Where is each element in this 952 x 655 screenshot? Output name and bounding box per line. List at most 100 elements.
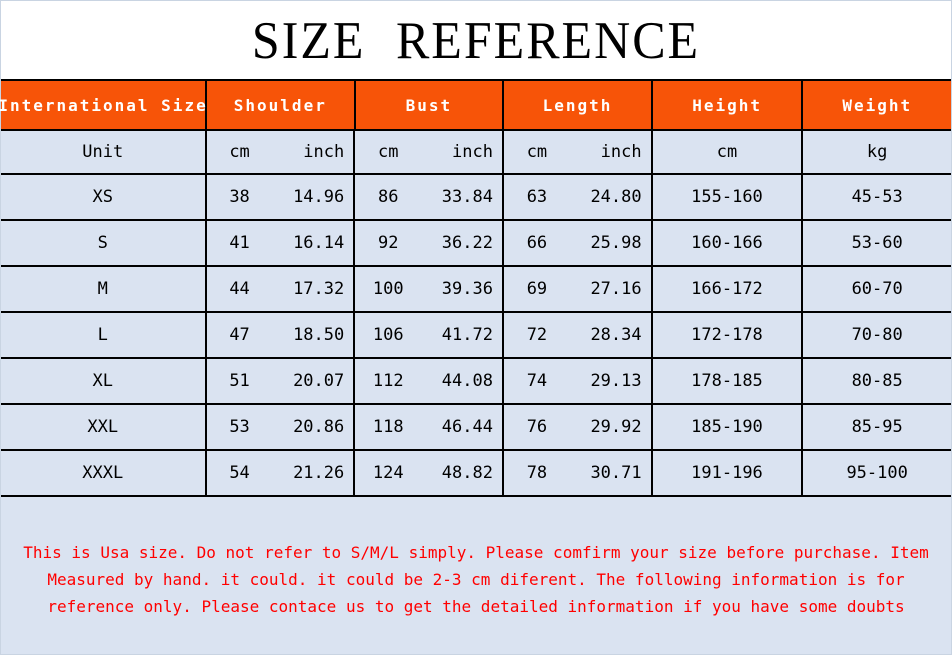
bust-cell: 86 33.84 xyxy=(355,175,504,219)
size-cell: XXXL xyxy=(1,451,207,495)
bust-cell: 100 39.36 xyxy=(355,267,504,311)
length-inch-value: 28.34 xyxy=(590,325,642,345)
page-title: SIZE REFERENCE xyxy=(251,10,701,70)
length-inch-value: 29.13 xyxy=(590,371,642,391)
title-band: SIZE REFERENCE xyxy=(1,1,951,79)
shoulder-cm-value: 51 xyxy=(229,371,250,391)
size-cell: XS xyxy=(1,175,207,219)
size-cell: M xyxy=(1,267,207,311)
length-cell: 72 28.34 xyxy=(503,313,653,357)
bust-cell: 92 36.22 xyxy=(355,221,504,265)
height-cell: 178-185 xyxy=(652,359,804,403)
bust-inch-value: 41.72 xyxy=(441,325,493,345)
size-cell: XL xyxy=(1,359,207,403)
shoulder-inch-value: 17.32 xyxy=(293,279,345,299)
length-cm-value: 69 xyxy=(526,279,548,299)
shoulder-cell: 54 21.26 xyxy=(206,451,356,495)
shoulder-cm-value: 38 xyxy=(229,187,250,207)
header-cell-bust: Bust xyxy=(355,81,505,129)
bust-cm-value: 100 xyxy=(372,279,404,299)
note-line: Measured by hand. it could. it could be … xyxy=(47,570,905,589)
length-cm-value: 74 xyxy=(526,371,548,391)
shoulder-inch-value: 20.86 xyxy=(293,417,345,437)
bust-inch-value: 36.22 xyxy=(441,233,493,253)
shoulder-inch-value: 21.26 xyxy=(293,463,345,483)
table-row: XXL 53 20.86 118 46.44 76 29.92 185-190 85-95 xyxy=(1,405,951,451)
height-cell: 155-160 xyxy=(652,175,804,219)
length-inch-value: 25.98 xyxy=(590,233,642,253)
height-cell: 160-166 xyxy=(652,221,804,265)
shoulder-cm-value: 53 xyxy=(229,417,250,437)
size-cell: L xyxy=(1,313,207,357)
length-cell: 66 25.98 xyxy=(503,221,653,265)
table-row: XXXL 54 21.26 124 48.82 78 30.71 191-196 95-100 xyxy=(1,451,951,497)
weight-cell: 45-53 xyxy=(803,175,951,219)
shoulder-cm-value: cm xyxy=(229,142,250,162)
length-inch-value: 30.71 xyxy=(590,463,642,483)
bust-cell: cm inch xyxy=(355,131,504,173)
shoulder-cell: cm inch xyxy=(206,131,356,173)
bust-cm-value: 118 xyxy=(372,417,404,437)
bust-inch-value: inch xyxy=(451,142,493,162)
shoulder-cm-value: 54 xyxy=(229,463,250,483)
bust-inch-value: 44.08 xyxy=(441,371,493,391)
weight-cell: 53-60 xyxy=(803,221,951,265)
size-cell: Unit xyxy=(1,131,207,173)
height-cell: 191-196 xyxy=(652,451,804,495)
header-cell-international-size: International Size xyxy=(0,81,207,129)
bust-cell: 112 44.08 xyxy=(355,359,504,403)
shoulder-cell: 44 17.32 xyxy=(206,267,356,311)
length-cm-value: 63 xyxy=(526,187,548,207)
header-cell-length: Length xyxy=(504,81,653,129)
size-cell: XXL xyxy=(1,405,207,449)
note-line: This is Usa size. Do not refer to S/M/L … xyxy=(23,543,929,562)
shoulder-inch-value: 16.14 xyxy=(293,233,345,253)
bust-cm-value: 86 xyxy=(378,187,399,207)
table-row: XL 51 20.07 112 44.08 74 29.13 178-185 80-85 xyxy=(1,359,951,405)
header-cell-weight: Weight xyxy=(803,81,952,129)
length-cm-value: 72 xyxy=(526,325,548,345)
shoulder-cell: 47 18.50 xyxy=(206,313,356,357)
bust-cm-value: 106 xyxy=(372,325,404,345)
table-row: S 41 16.14 92 36.22 66 25.98 160-166 53-60 xyxy=(1,221,951,267)
shoulder-cm-value: 44 xyxy=(229,279,250,299)
weight-cell: 60-70 xyxy=(803,267,951,311)
bust-cm-value: 112 xyxy=(372,371,404,391)
length-cell: 69 27.16 xyxy=(503,267,653,311)
weight-cell: 70-80 xyxy=(803,313,951,357)
shoulder-inch-value: 14.96 xyxy=(293,187,345,207)
length-cm-value: 76 xyxy=(526,417,548,437)
length-inch-value: 29.92 xyxy=(590,417,642,437)
table-row: XS 38 14.96 86 33.84 63 24.80 155-160 45-53 xyxy=(1,175,951,221)
weight-cell: 95-100 xyxy=(803,451,951,495)
weight-cell: kg xyxy=(803,131,951,173)
bust-inch-value: 33.84 xyxy=(441,187,493,207)
length-cm-value: cm xyxy=(526,142,548,162)
bust-cm-value: 92 xyxy=(378,233,399,253)
shoulder-cell: 53 20.86 xyxy=(206,405,356,449)
shoulder-cell: 38 14.96 xyxy=(206,175,356,219)
table-row: M 44 17.32 100 39.36 69 27.16 166-172 60-70 xyxy=(1,267,951,313)
size-table-body: Unit cm inch cm inch cm inch cm kg XS 38 14.96 86 33.… xyxy=(1,131,951,497)
length-inch-value: inch xyxy=(600,142,642,162)
bust-inch-value: 39.36 xyxy=(441,279,493,299)
size-table: International Size Shoulder Bust Length … xyxy=(0,79,952,497)
length-cell: cm inch xyxy=(503,131,653,173)
length-inch-value: 24.80 xyxy=(590,187,642,207)
weight-cell: 85-95 xyxy=(803,405,951,449)
bust-cm-value: cm xyxy=(378,142,399,162)
shoulder-inch-value: 18.50 xyxy=(293,325,345,345)
shoulder-cell: 41 16.14 xyxy=(206,221,356,265)
note-section: This is Usa size. Do not refer to S/M/L … xyxy=(1,497,951,654)
weight-cell: 80-85 xyxy=(803,359,951,403)
shoulder-cell: 51 20.07 xyxy=(206,359,356,403)
shoulder-cm-value: 47 xyxy=(229,325,250,345)
size-cell: S xyxy=(1,221,207,265)
bust-cell: 124 48.82 xyxy=(355,451,504,495)
header-cell-height: Height xyxy=(652,81,804,129)
bust-inch-value: 46.44 xyxy=(441,417,493,437)
height-cell: 166-172 xyxy=(652,267,804,311)
length-cm-value: 66 xyxy=(526,233,548,253)
bust-cell: 106 41.72 xyxy=(355,313,504,357)
